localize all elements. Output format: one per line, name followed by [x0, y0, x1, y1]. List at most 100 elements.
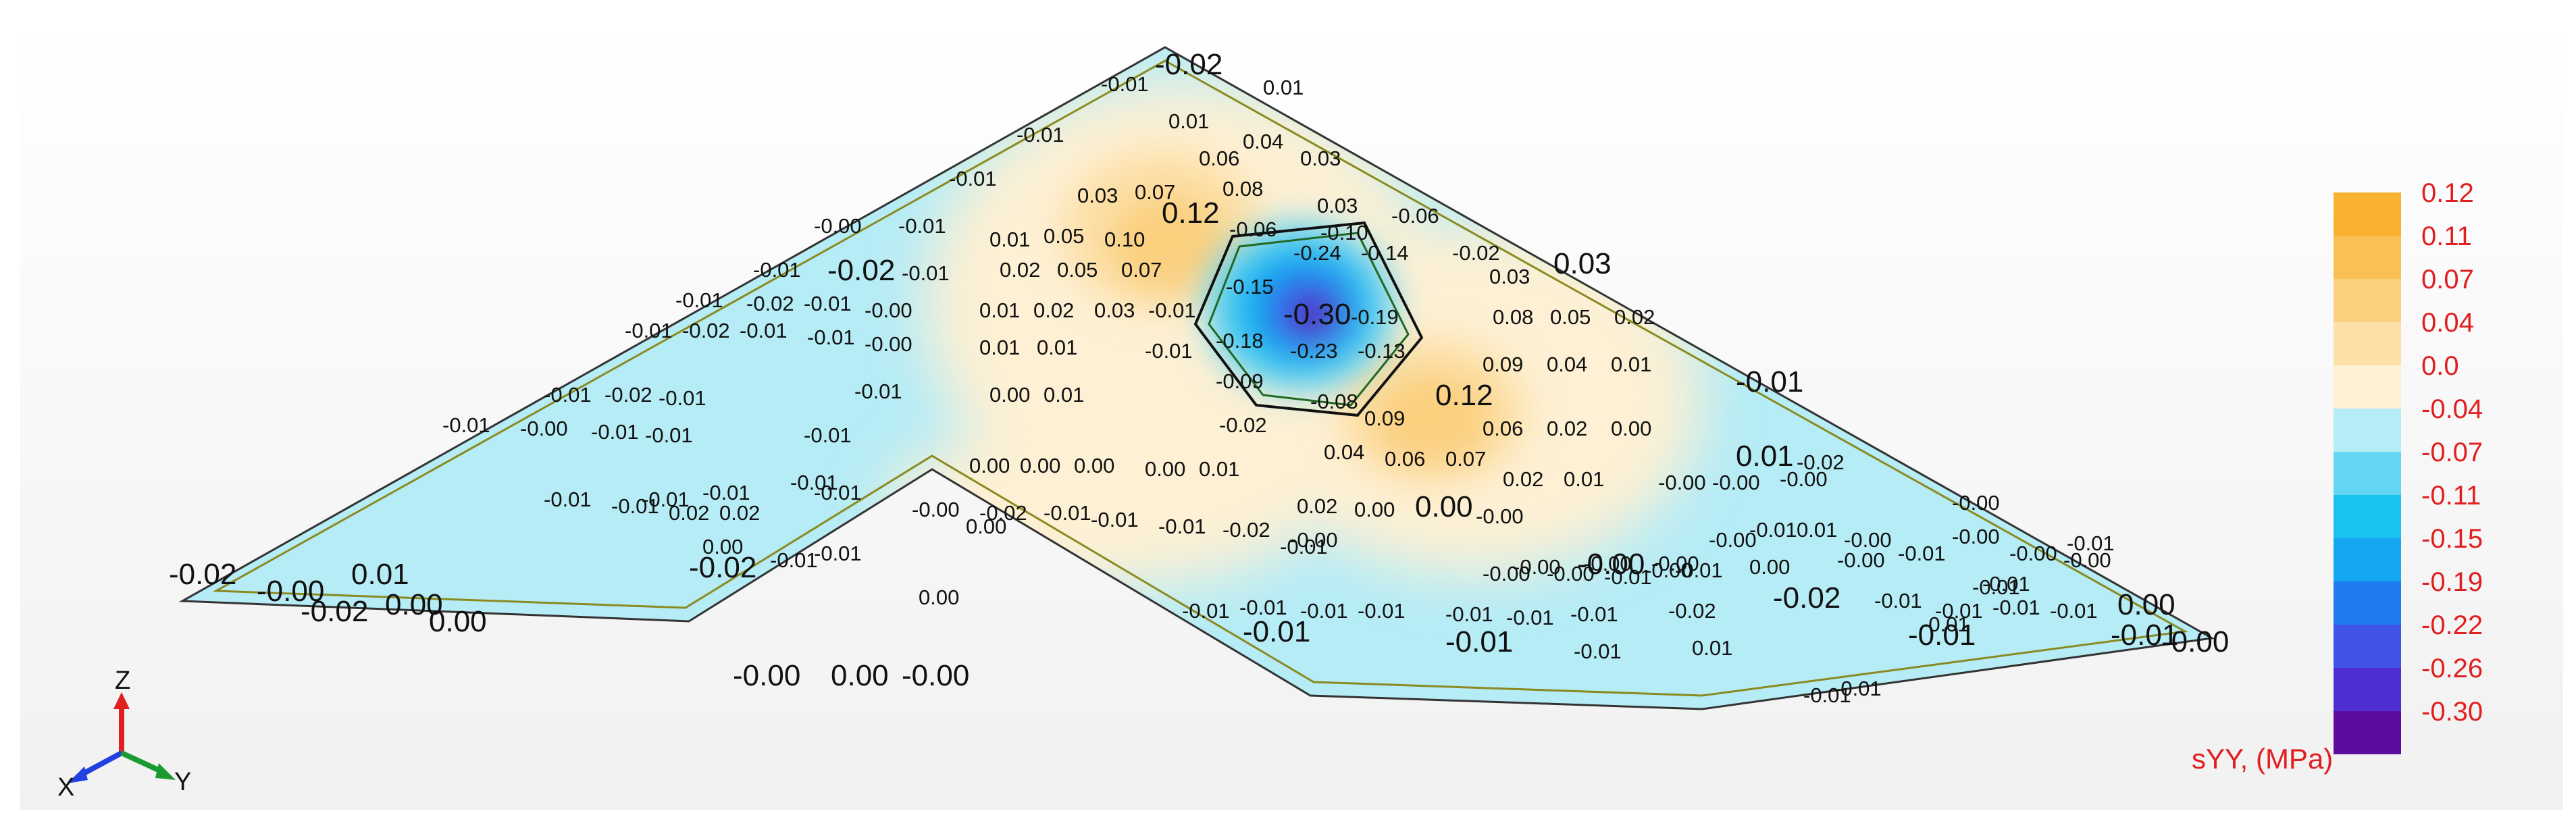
contour-value-label: 0.00: [429, 605, 487, 638]
contour-value-label: 0.00: [919, 585, 959, 609]
legend-swatch: [2334, 365, 2401, 409]
contour-value-label: -0.00: [865, 332, 912, 356]
contour-value-label: -0.01: [2111, 619, 2178, 652]
legend-swatch: [2334, 581, 2401, 625]
contour-value-label: 0.02: [1297, 494, 1337, 518]
contour-value-label: 0.00: [969, 454, 1010, 477]
contour-value-label: -0.00: [2009, 542, 2057, 565]
contour-value-label: -0.01: [1736, 365, 1803, 398]
legend-value-label: -0.07: [2421, 438, 2483, 467]
column-inner-outline: [1208, 232, 1410, 407]
contour-value-label: -0.01: [642, 488, 690, 511]
legend-value-label: 0.0: [2421, 351, 2459, 381]
contour-value-label: -0.00: [1290, 528, 1338, 552]
contour-value-label: -0.01: [645, 423, 693, 447]
contour-value-label: -0.01: [1300, 599, 1348, 623]
contour-value-label: -0.01: [611, 494, 659, 518]
contour-value-label: 0.00: [1145, 457, 1185, 481]
legend-value-label: 0.11: [2421, 221, 2472, 251]
contour-value-label: 0.04: [1324, 440, 1364, 464]
y-axis-label: Y: [174, 768, 191, 796]
contour-value-label: 0.03: [1300, 147, 1341, 170]
contour-value-label: -0.01: [659, 386, 706, 410]
contour-value-label: -0.02: [979, 501, 1027, 525]
contour-value-label: 0.08: [1222, 177, 1263, 201]
contour-value-label: -0.00: [1837, 548, 1885, 572]
contour-value-label: -0.01: [1016, 123, 1064, 147]
contour-value-label: -0.19: [1351, 305, 1399, 329]
contour-value-label: -0.02: [1773, 581, 1840, 615]
contour-value-label: -0.00: [902, 659, 969, 692]
legend-swatch: [2334, 538, 2401, 581]
contour-value-label: -0.01: [625, 319, 673, 342]
z-axis-label: Z: [115, 667, 130, 695]
contour-value-label: 0.01: [351, 558, 409, 591]
contour-value-label: 0.00: [385, 588, 443, 621]
contour-value-label: 0.00: [989, 383, 1030, 407]
legend-quantity-label: sYY, (MPa): [2192, 743, 2334, 775]
fem-viewport[interactable]: -0.02 -0.01 0.01 0.01 0.04 0.03 0.06 0.03 -0.01 0…: [20, 20, 2563, 810]
contour-value-label: 0.01: [979, 336, 1020, 359]
contour-value-label: -0.02: [1155, 48, 1222, 81]
contour-value-label: -0.10: [1320, 221, 1368, 244]
contour-value-label: 0.01: [1736, 440, 1794, 473]
stress-contour-plot: -0.02-0.01 0.010.010.040.030.060.03-0.010…: [57, 46, 2483, 802]
contour-value-label: 0.08: [1493, 305, 1533, 329]
contour-value-label: -0.01: [1908, 619, 1976, 652]
slab-outline: [178, 46, 2215, 710]
color-legend: 0.12 0.11 0.07 0.04 0.0 -0.04 -0.07 -0.11 -0.15 -…: [2334, 178, 2483, 754]
contour-value-label: -0.01: [1604, 565, 1652, 589]
contour-value-label: -0.01: [1243, 615, 1310, 648]
contour-value-label: -0.14: [1361, 241, 1409, 265]
contour-value-label: -0.01: [1091, 508, 1139, 531]
contour-value-label: 0.00: [702, 535, 743, 558]
contour-value-label: -0.00: [1645, 558, 1693, 582]
contour-value-label: -0.24: [1293, 241, 1341, 265]
contour-value-label: -0.00: [1952, 525, 2000, 548]
contour-value-label: -0.01: [804, 423, 852, 447]
contour-value-label: -0.02: [301, 595, 368, 628]
contour-value-label: 0.12: [1162, 197, 1220, 230]
legend-swatch: [2334, 668, 2401, 711]
contour-value-label: -0.01: [902, 261, 950, 285]
contour-value-label: -0.01: [2067, 531, 2115, 555]
contour-value-label: 0.03: [1094, 298, 1135, 322]
tension-zone: [1371, 371, 1493, 466]
compression-zone: [1299, 305, 1329, 330]
contour-value-label: -0.15: [1226, 275, 1274, 298]
contour-value-label: 0.01: [1037, 336, 1077, 359]
contour-value-label: -0.18: [1216, 329, 1264, 353]
contour-value-label: -0.01: [770, 548, 818, 572]
legend-swatch: [2334, 192, 2401, 236]
contour-value-label: -0.01: [1935, 599, 1983, 623]
legend-swatch: [2334, 452, 2401, 495]
contour-value-label: -0.01: [854, 380, 902, 403]
contour-value-label: -0.00: [1547, 562, 1595, 585]
contour-value-label: 0.01: [1797, 518, 1837, 542]
contour-value-label: -0.01: [1101, 72, 1149, 96]
x-axis-label: X: [57, 773, 74, 802]
contour-value-label: 0.05: [1044, 224, 1084, 248]
contour-value-label: -0.01: [591, 420, 639, 444]
contour-value-label: -0.02: [682, 319, 730, 342]
contour-value-label: -0.01: [2050, 599, 2098, 623]
contour-value-label: -0.02: [827, 254, 895, 287]
contour-value-label: 0.01: [1611, 353, 1651, 376]
contour-value-label: -0.01: [740, 319, 788, 342]
contour-value-label: -0.00: [733, 659, 800, 692]
contour-value-label: -0.01: [1182, 599, 1230, 623]
legend-swatch: [2334, 625, 2401, 668]
contour-value-label: -0.00: [1513, 555, 1561, 579]
contour-value-label: 0.00: [1749, 555, 1790, 579]
contour-value-label: 0.03: [1489, 265, 1530, 288]
contour-value-label: 0.09: [1364, 407, 1405, 430]
contour-value-label: 0.00: [2117, 588, 2175, 621]
contour-value-label: -0.00: [2161, 625, 2229, 658]
contour-value-label: 0.00: [1611, 417, 1651, 440]
contour-value-label: -0.00: [2063, 548, 2111, 572]
contour-value-label: -0.23: [1290, 339, 1338, 363]
contour-value-label: -0.08: [1310, 390, 1358, 413]
contour-value-label: -0.01: [1922, 613, 1969, 636]
contour-value-label: -0.01: [807, 325, 855, 349]
contour-value-label: -0.00: [1483, 562, 1530, 585]
